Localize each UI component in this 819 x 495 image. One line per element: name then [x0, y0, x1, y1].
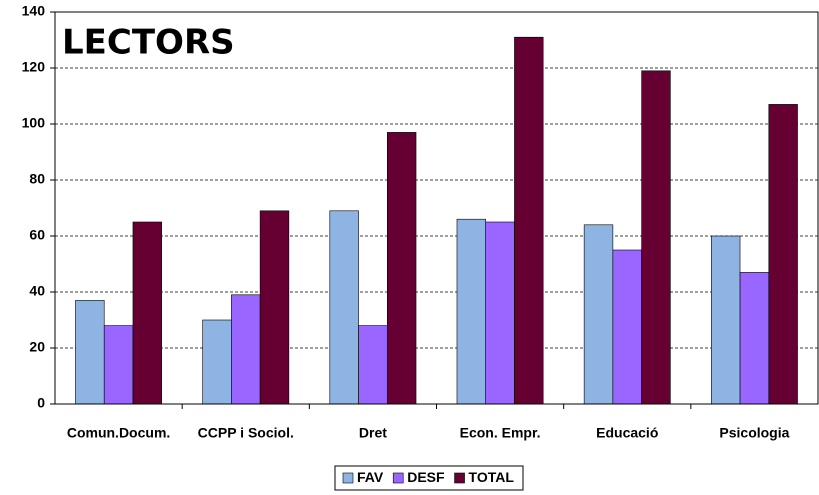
y-tick-label: 40	[29, 283, 45, 299]
y-tick-label: 0	[37, 395, 45, 411]
bar	[75, 300, 105, 405]
bar	[485, 221, 515, 405]
bar	[768, 104, 798, 405]
x-tick-label: CCPP i Sociol.	[198, 425, 294, 441]
legend-swatch	[392, 472, 404, 484]
legend-label: TOTAL	[469, 469, 515, 485]
bar	[259, 210, 290, 405]
plot-border	[54, 11, 819, 405]
x-tick-label: Dret	[359, 425, 387, 441]
x-tick-label: Comun.Docum.	[67, 425, 170, 441]
x-tick-label: Psicologia	[719, 425, 789, 441]
bar	[103, 325, 134, 405]
y-tick-label: 20	[29, 339, 45, 355]
bar	[739, 272, 770, 405]
bar	[358, 325, 388, 405]
legend-label: DESF	[407, 469, 445, 485]
bar	[641, 70, 671, 405]
bar	[132, 221, 162, 405]
legend-box	[334, 465, 524, 491]
bar	[386, 132, 417, 405]
y-tick-label: 80	[29, 171, 45, 187]
bar	[329, 210, 359, 405]
bar	[514, 36, 544, 405]
chart-title: LECTORS	[62, 23, 235, 63]
legend-swatch	[454, 472, 465, 484]
legend-swatch	[342, 472, 354, 484]
legend-label: FAV	[357, 469, 384, 485]
bar	[231, 294, 261, 405]
bar	[583, 224, 614, 405]
y-tick-label: 120	[22, 59, 46, 75]
bar	[711, 235, 741, 405]
bar	[456, 218, 487, 405]
y-tick-label: 100	[22, 115, 46, 131]
x-tick-label: Educació	[596, 425, 658, 441]
bar	[202, 319, 232, 405]
y-tick-label: 140	[22, 3, 46, 19]
y-tick-label: 60	[29, 227, 45, 243]
x-tick-label: Econ. Empr.	[460, 425, 541, 441]
bar	[612, 249, 642, 405]
